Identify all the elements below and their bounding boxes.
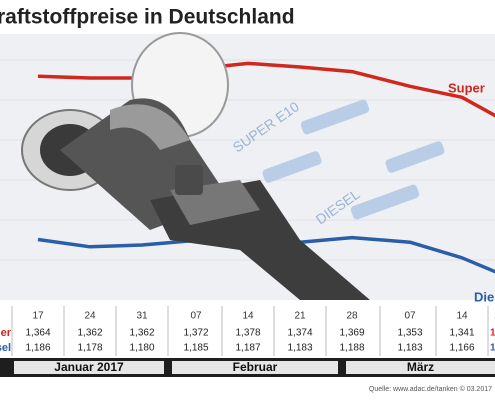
- fuel-nozzle: [21, 32, 370, 300]
- x-tick-label: 07: [190, 311, 202, 322]
- months: Januar 2017 Februar März: [14, 360, 495, 374]
- x-tick-label: 24: [84, 311, 96, 322]
- value-label: 1,369: [339, 328, 364, 339]
- value-label: 1,180: [129, 343, 154, 354]
- value-label: 1,183: [397, 343, 422, 354]
- value-label: 1,374: [287, 328, 312, 339]
- value-label: 1,185: [183, 343, 208, 354]
- value-label: 1,178: [77, 343, 102, 354]
- month-label: März: [407, 360, 434, 374]
- series-line: [37, 61, 495, 118]
- value-label: 1,362: [77, 328, 102, 339]
- month-label: Februar: [233, 360, 278, 374]
- pump-display: [262, 99, 445, 220]
- value-label: 1,3: [490, 328, 495, 339]
- legend-label: Die: [474, 289, 494, 304]
- stripes: [0, 59, 495, 261]
- month-label: Januar 2017: [54, 360, 124, 374]
- value-label: 1,188: [339, 343, 364, 354]
- value-label: 1,362: [129, 328, 154, 339]
- value-label: 1,372: [183, 328, 208, 339]
- x-tick-label: 17: [32, 311, 44, 322]
- month-box: [346, 361, 495, 374]
- legend-label: Super: [448, 80, 485, 95]
- x-tick-label: 14: [456, 311, 468, 322]
- table-area: [0, 300, 495, 357]
- x-tick-label: 31: [136, 311, 148, 322]
- value-label: 1,341: [449, 328, 474, 339]
- value-label: 1,353: [397, 328, 422, 339]
- row-label: sel: [0, 342, 11, 354]
- value-label: 1,183: [287, 343, 312, 354]
- month-box: [14, 361, 164, 374]
- row-label: er: [1, 327, 12, 339]
- table: 1724310714212807142er1,3641,3621,3621,37…: [0, 306, 495, 356]
- value-label: 1,166: [449, 343, 474, 354]
- value-label: 1,378: [235, 328, 260, 339]
- x-tick-label: 07: [404, 311, 416, 322]
- value-label: 1,187: [235, 343, 260, 354]
- chart-title: raftstoffpreise in Deutschland: [0, 6, 295, 29]
- value-label: 1,1: [490, 343, 495, 354]
- month-box: [172, 361, 338, 374]
- source: Quelle: www.adac.de/tanken © 03.2017: [369, 385, 492, 393]
- x-tick-label: 21: [294, 311, 306, 322]
- value-label: 1,364: [25, 328, 50, 339]
- value-label: 1,186: [25, 343, 50, 354]
- x-tick-label: 14: [242, 311, 254, 322]
- x-tick-label: 28: [346, 311, 358, 322]
